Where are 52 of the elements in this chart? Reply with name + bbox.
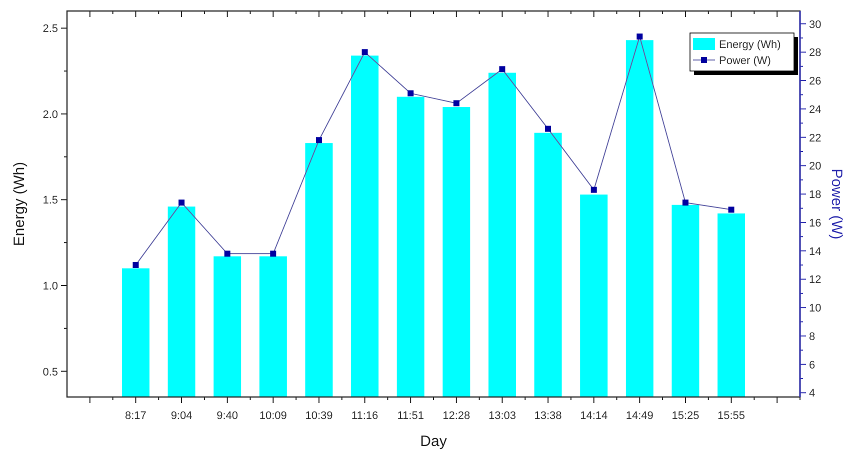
y2-tick-label: 20: [809, 160, 822, 173]
y2-tick-label: 26: [809, 76, 822, 88]
point: [545, 126, 552, 132]
x-tick-label: 12:28: [442, 410, 470, 422]
x-tick-label: 11:51: [397, 410, 424, 422]
y-axis-title: Energy (Wh): [11, 162, 28, 246]
point: [316, 137, 322, 144]
x-tick-label: 10:39: [305, 410, 333, 422]
y2-tick-label: 8: [809, 330, 816, 343]
y-tick-label: 2.5: [42, 23, 58, 36]
y2-tick-label: 4: [809, 388, 816, 400]
text: 1.0: [42, 280, 58, 292]
point: [362, 49, 368, 56]
x-tick-label: 8:17: [125, 410, 146, 422]
y2-tick-label: 14: [809, 246, 822, 258]
y2-tick-label: 28: [809, 47, 822, 60]
point: [224, 250, 230, 257]
point: [682, 200, 688, 206]
x-tick-label: 11:16: [351, 410, 378, 422]
y2-tick-label: 10: [809, 302, 822, 315]
x-tick-label: 13:03: [488, 410, 516, 422]
legend-label: Energy (Wh): [719, 39, 781, 51]
x-tick-label: 9:04: [170, 410, 192, 422]
y2-tick-label: 18: [809, 189, 822, 202]
x-tick-label: 14:14: [580, 410, 608, 422]
point: [132, 262, 139, 268]
y2-tick-label: 22: [809, 132, 822, 144]
x-tick-label: 15:55: [718, 410, 746, 422]
x-tick-label: 9:40: [216, 410, 238, 422]
point: [178, 200, 185, 206]
x-tick-label: 14:49: [626, 410, 654, 422]
y2-axis-title: Power (W): [828, 168, 845, 240]
legend-label: Power (W): [719, 55, 771, 67]
point: [453, 100, 460, 106]
point: [636, 34, 643, 40]
y2-tick-label: 30: [809, 18, 822, 31]
point: [728, 206, 734, 213]
y2-tick-label: 12: [809, 274, 822, 286]
point: [408, 90, 414, 96]
y2-tick-label: 16: [809, 217, 822, 230]
y2-tick-label: 6: [809, 359, 816, 372]
y2-tick-label: 24: [809, 104, 822, 116]
x-tick-label: 15:25: [672, 410, 700, 422]
x-axis-title: Day: [420, 433, 448, 450]
point: [590, 186, 597, 193]
point: [499, 66, 506, 72]
y-tick-label: 0.5: [42, 366, 58, 378]
y-tick-label: 1.5: [42, 194, 58, 207]
x-tick-label: 10:09: [259, 410, 287, 422]
text: 2.0: [42, 108, 58, 121]
point: [270, 250, 276, 257]
x-tick-label: 13:38: [534, 410, 562, 422]
